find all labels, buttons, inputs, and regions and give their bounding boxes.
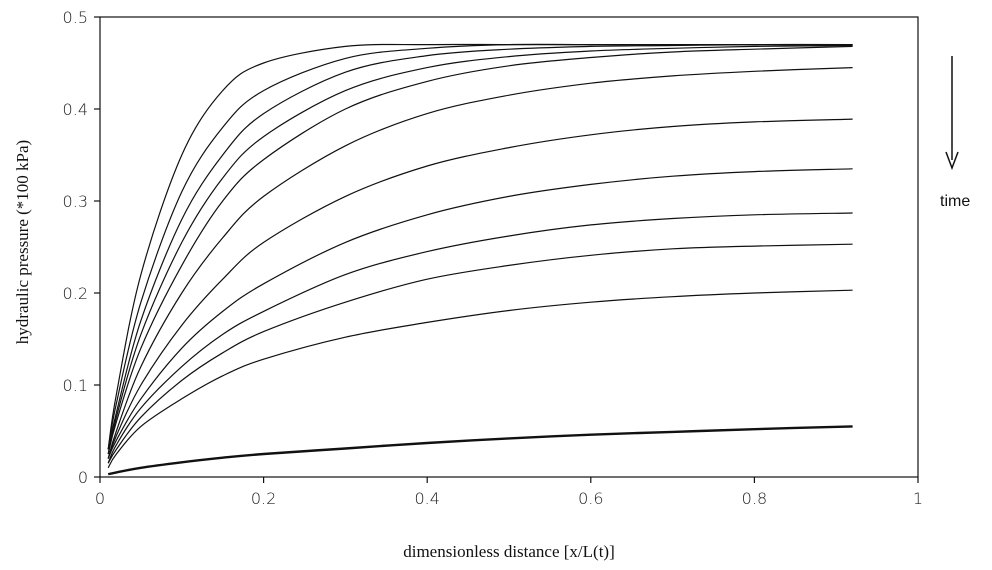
time-arrow-head [945, 151, 959, 171]
time-arrow [945, 56, 959, 171]
x-tick-label: 0.2 [251, 489, 276, 508]
series-line-6 [107, 67, 853, 459]
series-line-10 [107, 243, 853, 464]
series-line-2 [107, 43, 853, 450]
series-line-12 [107, 425, 853, 476]
series-line-8 [107, 168, 853, 459]
y-tick-label: 0.3 [63, 192, 88, 211]
x-tick-label: 0.4 [414, 489, 439, 508]
series-line-3 [107, 43, 853, 450]
x-tick-label: 0 [95, 489, 105, 508]
y-axis-title: hydraulic pressure (*100 kPa) [13, 140, 32, 344]
y-tick-label: 0.5 [63, 8, 88, 27]
y-axis: 0 0.1 0.2 0.3 0.4 0.5 [63, 8, 100, 487]
y-tick-label: 0.1 [63, 376, 88, 395]
plot-frame [99, 16, 919, 478]
series-line-5 [107, 45, 853, 455]
curves-group [107, 43, 853, 476]
x-axis-title: dimensionless distance [x/L(t)] [403, 542, 615, 561]
y-tick-label: 0 [78, 468, 88, 487]
x-axis: 0 0.2 0.4 0.6 0.8 1 [95, 477, 923, 508]
series-line-7 [107, 118, 853, 459]
y-tick-label: 0.4 [63, 100, 88, 119]
time-annotation: time [940, 193, 970, 210]
y-tick-label: 0.2 [63, 284, 88, 303]
x-tick-label: 0.8 [742, 489, 767, 508]
x-tick-label: 0.6 [578, 489, 603, 508]
series-line-9 [107, 212, 853, 464]
series-line-11 [107, 289, 853, 469]
series-line-4 [107, 44, 853, 455]
x-tick-label: 1 [913, 489, 923, 508]
